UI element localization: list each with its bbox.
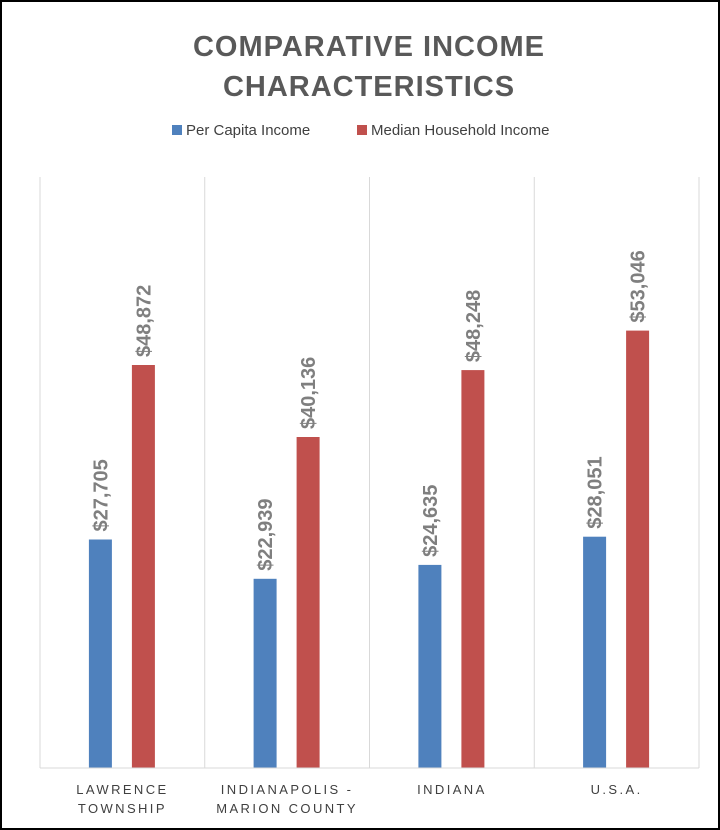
bar-per-capita-0 xyxy=(88,539,112,768)
bars xyxy=(88,330,650,768)
chart-title-line-2: CHARACTERISTICS xyxy=(223,71,515,103)
bar-per-capita-2 xyxy=(418,564,442,768)
data-label-per-capita-1: $22,939 xyxy=(255,499,277,571)
data-label-per-capita-3: $28,051 xyxy=(585,456,607,528)
category-label-3-line-0: U.S.A. xyxy=(591,782,643,797)
data-label-median-household-3: $53,046 xyxy=(628,250,650,322)
category-label-0-line-1: TOWNSHIP xyxy=(78,801,167,816)
legend: Per Capita Income Median Household Incom… xyxy=(172,122,549,139)
data-label-median-household-1: $40,136 xyxy=(298,357,320,429)
bar-median-household-0 xyxy=(131,365,155,768)
category-labels: LAWRENCE TOWNSHIP INDIANAPOLIS - MARION COU… xyxy=(76,782,643,816)
chart-title-line-1: COMPARATIVE INCOME xyxy=(193,31,545,63)
data-label-median-household-0: $48,872 xyxy=(133,285,155,357)
category-label-1-line-0: INDIANAPOLIS - xyxy=(221,782,354,797)
data-label-per-capita-0: $27,705 xyxy=(90,459,112,531)
bar-median-household-1 xyxy=(296,437,320,768)
legend-label-median-household: Median Household Income xyxy=(371,122,549,139)
legend-swatch-median-household xyxy=(357,125,367,135)
bar-per-capita-3 xyxy=(583,536,607,768)
data-label-per-capita-2: $24,635 xyxy=(420,485,442,557)
category-label-0-line-0: LAWRENCE xyxy=(76,782,168,797)
bar-median-household-2 xyxy=(461,370,485,768)
category-gridlines xyxy=(39,177,700,768)
legend-label-per-capita: Per Capita Income xyxy=(186,122,310,139)
value-labels: $27,705 $48,872 $22,939 $40,136 $24,635 $48,2… xyxy=(90,250,649,570)
category-label-2-line-0: INDIANA xyxy=(417,782,487,797)
bar-median-household-3 xyxy=(626,330,650,768)
bar-per-capita-1 xyxy=(253,578,277,768)
chart-title: COMPARATIVE INCOME CHARACTERISTICS xyxy=(193,31,545,103)
category-label-1-line-1: MARION COUNTY xyxy=(216,801,358,816)
legend-swatch-per-capita xyxy=(172,125,182,135)
data-label-median-household-2: $48,248 xyxy=(463,290,485,362)
